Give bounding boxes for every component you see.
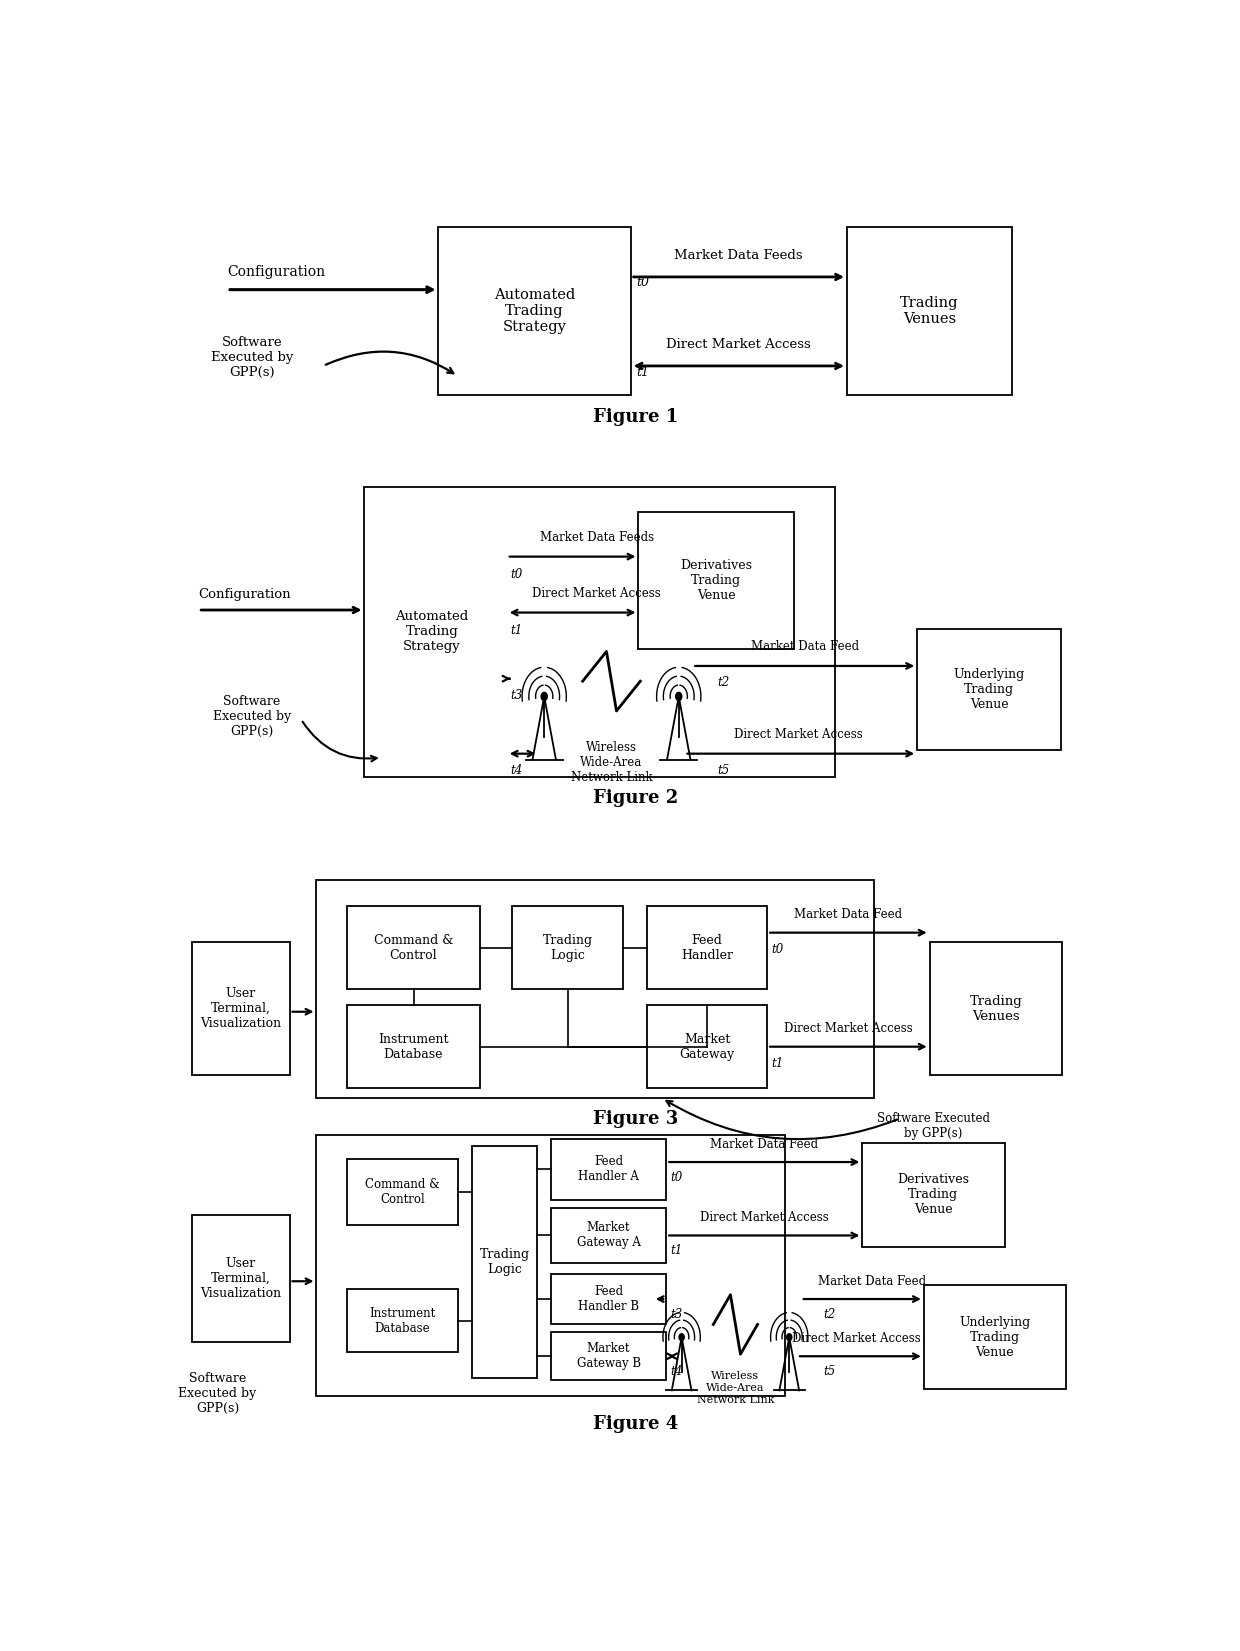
FancyBboxPatch shape	[472, 1146, 537, 1379]
Text: Feed
Handler A: Feed Handler A	[578, 1156, 639, 1184]
FancyBboxPatch shape	[647, 906, 768, 989]
FancyBboxPatch shape	[347, 1005, 480, 1088]
FancyBboxPatch shape	[551, 1273, 666, 1324]
FancyBboxPatch shape	[647, 1005, 768, 1088]
Text: t2: t2	[717, 675, 729, 688]
Text: t4: t4	[511, 764, 523, 776]
FancyBboxPatch shape	[924, 1284, 1066, 1388]
FancyBboxPatch shape	[365, 487, 836, 776]
Text: Figure 3: Figure 3	[593, 1109, 678, 1128]
FancyBboxPatch shape	[918, 629, 1061, 750]
Text: Command &
Control: Command & Control	[365, 1179, 440, 1207]
Text: Market Data Feed: Market Data Feed	[711, 1138, 818, 1151]
Text: Direct Market Access: Direct Market Access	[792, 1332, 921, 1346]
Text: Automated
Trading
Strategy: Automated Trading Strategy	[396, 611, 469, 654]
FancyBboxPatch shape	[639, 512, 794, 649]
Text: t1: t1	[636, 367, 650, 378]
Text: Market Data Feeds: Market Data Feeds	[539, 532, 653, 543]
Text: Wireless
Wide-Area
Network Link: Wireless Wide-Area Network Link	[697, 1372, 774, 1405]
Text: Feed
Handler B: Feed Handler B	[578, 1284, 639, 1313]
Text: t1: t1	[511, 624, 523, 637]
Circle shape	[680, 1334, 684, 1341]
Text: Underlying
Trading
Venue: Underlying Trading Venue	[954, 669, 1024, 712]
Text: Trading
Venues: Trading Venues	[970, 994, 1022, 1022]
Text: Figure 4: Figure 4	[593, 1415, 678, 1433]
Text: Software
Executed by
GPP(s): Software Executed by GPP(s)	[211, 335, 293, 378]
Text: Automated
Trading
Strategy: Automated Trading Strategy	[494, 287, 575, 335]
Text: t3: t3	[511, 688, 523, 702]
Text: Market Data Feed: Market Data Feed	[750, 641, 858, 654]
Text: Market
Gateway: Market Gateway	[680, 1032, 735, 1060]
Text: User
Terminal,
Visualization: User Terminal, Visualization	[200, 987, 281, 1030]
Text: Instrument
Database: Instrument Database	[378, 1032, 449, 1060]
Text: t0: t0	[636, 276, 650, 289]
Text: t1: t1	[670, 1245, 682, 1256]
Text: Direct Market Access: Direct Market Access	[532, 586, 661, 599]
Text: t3: t3	[670, 1308, 682, 1321]
Text: t5: t5	[717, 764, 729, 776]
Text: Derivatives
Trading
Venue: Derivatives Trading Venue	[681, 560, 753, 603]
Text: Direct Market Access: Direct Market Access	[734, 728, 862, 741]
Text: t0: t0	[670, 1171, 682, 1184]
FancyBboxPatch shape	[316, 1134, 785, 1395]
Text: Derivatives
Trading
Venue: Derivatives Trading Venue	[898, 1174, 970, 1217]
Text: Underlying
Trading
Venue: Underlying Trading Venue	[960, 1316, 1030, 1359]
FancyBboxPatch shape	[512, 906, 622, 989]
Text: Software
Executed by
GPP(s): Software Executed by GPP(s)	[213, 695, 291, 738]
Text: Market Data Feed: Market Data Feed	[818, 1275, 926, 1288]
Text: Wireless
Wide-Area
Network Link: Wireless Wide-Area Network Link	[570, 741, 652, 784]
FancyBboxPatch shape	[439, 228, 631, 395]
Text: t4: t4	[670, 1365, 682, 1379]
Text: Figure 2: Figure 2	[593, 789, 678, 807]
Text: Market Data Feed: Market Data Feed	[795, 908, 903, 921]
FancyBboxPatch shape	[551, 1332, 666, 1380]
Text: Market
Gateway B: Market Gateway B	[577, 1342, 641, 1370]
FancyBboxPatch shape	[191, 1215, 289, 1342]
Text: User
Terminal,
Visualization: User Terminal, Visualization	[200, 1256, 281, 1301]
Text: Command &
Control: Command & Control	[373, 933, 453, 961]
FancyBboxPatch shape	[862, 1142, 1004, 1247]
FancyBboxPatch shape	[347, 906, 480, 989]
FancyBboxPatch shape	[191, 941, 289, 1075]
Text: Figure 1: Figure 1	[593, 408, 678, 426]
Text: t2: t2	[823, 1308, 836, 1321]
FancyBboxPatch shape	[347, 1289, 458, 1352]
Text: t0: t0	[511, 568, 523, 581]
FancyBboxPatch shape	[551, 1139, 666, 1200]
Text: Configuration: Configuration	[198, 588, 291, 601]
Text: t0: t0	[771, 943, 784, 956]
FancyBboxPatch shape	[847, 228, 1012, 395]
FancyBboxPatch shape	[930, 941, 1063, 1075]
Text: Feed
Handler: Feed Handler	[681, 933, 733, 961]
Text: Trading
Logic: Trading Logic	[543, 933, 593, 961]
Text: Instrument
Database: Instrument Database	[370, 1306, 435, 1334]
Text: t5: t5	[823, 1365, 836, 1379]
Text: Market
Gateway A: Market Gateway A	[577, 1222, 641, 1250]
Text: Configuration: Configuration	[227, 264, 325, 279]
FancyBboxPatch shape	[347, 1159, 458, 1225]
FancyBboxPatch shape	[551, 1207, 666, 1263]
Circle shape	[676, 692, 682, 700]
Circle shape	[786, 1334, 792, 1341]
FancyBboxPatch shape	[316, 880, 874, 1098]
Text: t1: t1	[771, 1057, 784, 1070]
Text: Direct Market Access: Direct Market Access	[784, 1022, 913, 1035]
Text: Market Data Feeds: Market Data Feeds	[675, 249, 804, 263]
Text: Direct Market Access: Direct Market Access	[666, 338, 811, 350]
Text: Trading
Venues: Trading Venues	[900, 296, 959, 327]
Text: Trading
Logic: Trading Logic	[480, 1248, 529, 1276]
Text: Software Executed
by GPP(s): Software Executed by GPP(s)	[877, 1113, 990, 1141]
Text: Software
Executed by
GPP(s): Software Executed by GPP(s)	[179, 1372, 257, 1415]
Circle shape	[541, 692, 547, 700]
Text: Direct Market Access: Direct Market Access	[699, 1212, 828, 1223]
